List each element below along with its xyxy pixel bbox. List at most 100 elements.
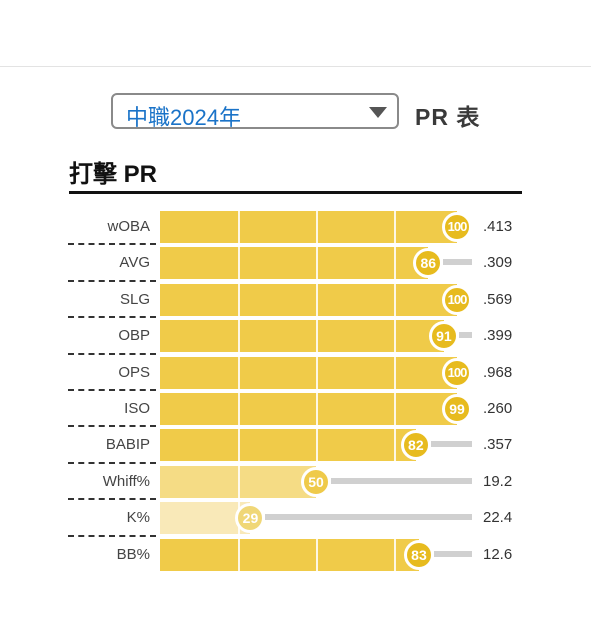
pr-table-label: PR 表 — [415, 104, 481, 130]
stat-label: K% — [126, 509, 150, 527]
pr-bar-fill — [160, 429, 416, 462]
bar-grid-line — [394, 429, 396, 462]
stat-value: .569 — [483, 290, 513, 308]
pr-bar-fill — [160, 247, 429, 280]
pr-badge: 100 — [442, 212, 472, 242]
stat-value: 12.6 — [483, 545, 513, 563]
pr-bar-fill — [160, 538, 419, 571]
stat-label: wOBA — [107, 218, 150, 235]
pr-bar-fill — [160, 211, 457, 243]
pr-bar-remaining — [433, 550, 472, 557]
stat-value: .399 — [483, 327, 513, 345]
row-divider — [68, 425, 156, 428]
stat-label: BB% — [116, 545, 150, 563]
bar-grid-line — [316, 211, 318, 243]
stat-label: BABIP — [105, 436, 150, 454]
stat-value: .309 — [483, 254, 513, 272]
bar-grid-line — [394, 356, 396, 389]
row-divider — [68, 461, 156, 464]
bar-grid-line — [394, 320, 396, 353]
bar-grid-line — [316, 538, 318, 571]
stat-label: OPS — [118, 363, 150, 381]
pr-bar-remaining — [430, 441, 472, 448]
stat-value: .968 — [483, 363, 513, 381]
bar-grid-line — [238, 356, 240, 389]
row-divider — [68, 279, 156, 282]
stat-label: OBP — [118, 327, 150, 345]
row-divider — [68, 243, 156, 246]
pr-badge: 29 — [235, 503, 266, 534]
pr-bar-track: 99 — [160, 393, 472, 425]
league-season-select[interactable]: 中職2024年 — [111, 93, 399, 130]
bar-grid-line — [316, 320, 318, 353]
stat-label: SLG — [119, 290, 150, 308]
bar-grid-line — [238, 283, 240, 316]
stat-value: .413 — [483, 218, 513, 235]
pr-bar-remaining — [458, 332, 472, 339]
pr-bar-track: 50 — [160, 465, 472, 498]
stat-row: BABIP 82 .357 — [0, 425, 591, 462]
stat-row: OPS 100 .968 — [0, 352, 591, 389]
stat-value: .357 — [483, 436, 513, 454]
stat-value: 22.4 — [483, 509, 513, 527]
row-divider — [68, 534, 156, 537]
stat-label: AVG — [119, 254, 150, 272]
bar-grid-line — [238, 247, 240, 280]
pr-badge: 82 — [400, 430, 431, 461]
stat-row: Whiff% 50 19.2 — [0, 461, 591, 498]
stat-row: BB% 83 12.6 — [0, 534, 591, 571]
stat-label: ISO — [124, 400, 150, 417]
row-divider — [68, 498, 156, 501]
bar-grid-line — [238, 320, 240, 353]
bar-grid-line — [238, 393, 240, 425]
bar-grid-line — [316, 429, 318, 462]
bar-grid-line — [238, 429, 240, 462]
stat-row: OBP 91 .399 — [0, 316, 591, 353]
pr-bar-fill — [160, 283, 457, 316]
pr-bar-fill — [160, 502, 251, 535]
pr-bar-track: 29 — [160, 502, 472, 535]
league-season-select-value: 中職2024年 — [126, 105, 241, 130]
bar-grid-line — [394, 538, 396, 571]
stat-row: SLG 100 .569 — [0, 279, 591, 316]
pr-bar-remaining — [443, 259, 472, 266]
pr-bar-track: 100 — [160, 211, 472, 243]
stat-row: ISO 99 .260 — [0, 389, 591, 425]
bar-grid-line — [238, 465, 240, 498]
bar-grid-line — [316, 356, 318, 389]
pr-badge: 100 — [442, 357, 472, 388]
pr-bar-track: 100 — [160, 283, 472, 316]
pr-bar-track: 86 — [160, 247, 472, 280]
section-title: 打擊 PR — [69, 161, 158, 188]
pr-badge: 91 — [428, 321, 459, 352]
stat-row: wOBA 100 .413 — [0, 211, 591, 243]
stat-row: AVG 86 .309 — [0, 243, 591, 280]
bar-grid-line — [316, 283, 318, 316]
bar-grid-line — [394, 393, 396, 425]
pr-badge: 50 — [301, 466, 331, 497]
bar-grid-line — [394, 283, 396, 316]
row-divider — [68, 352, 156, 355]
chevron-down-icon[interactable] — [369, 107, 387, 118]
pr-bar-fill — [160, 320, 444, 353]
pr-bar-remaining — [331, 477, 472, 484]
pr-bar-track: 100 — [160, 356, 472, 389]
top-divider — [0, 66, 591, 67]
stat-value: .260 — [483, 400, 513, 417]
bar-grid-line — [238, 538, 240, 571]
pr-badge: 99 — [442, 394, 472, 424]
pr-badge: 86 — [413, 248, 444, 279]
bar-grid-line — [316, 247, 318, 280]
pr-bar-fill — [160, 356, 457, 389]
stat-label: Whiff% — [102, 472, 150, 490]
bar-grid-line — [316, 393, 318, 425]
row-divider — [68, 316, 156, 319]
section-title-rule — [69, 191, 522, 194]
pr-bar-track: 82 — [160, 429, 472, 462]
stat-value: 19.2 — [483, 472, 513, 490]
pr-badge: 83 — [403, 539, 434, 570]
stat-row: K% 29 22.4 — [0, 498, 591, 535]
pr-bar-track: 91 — [160, 320, 472, 353]
bar-grid-line — [394, 247, 396, 280]
